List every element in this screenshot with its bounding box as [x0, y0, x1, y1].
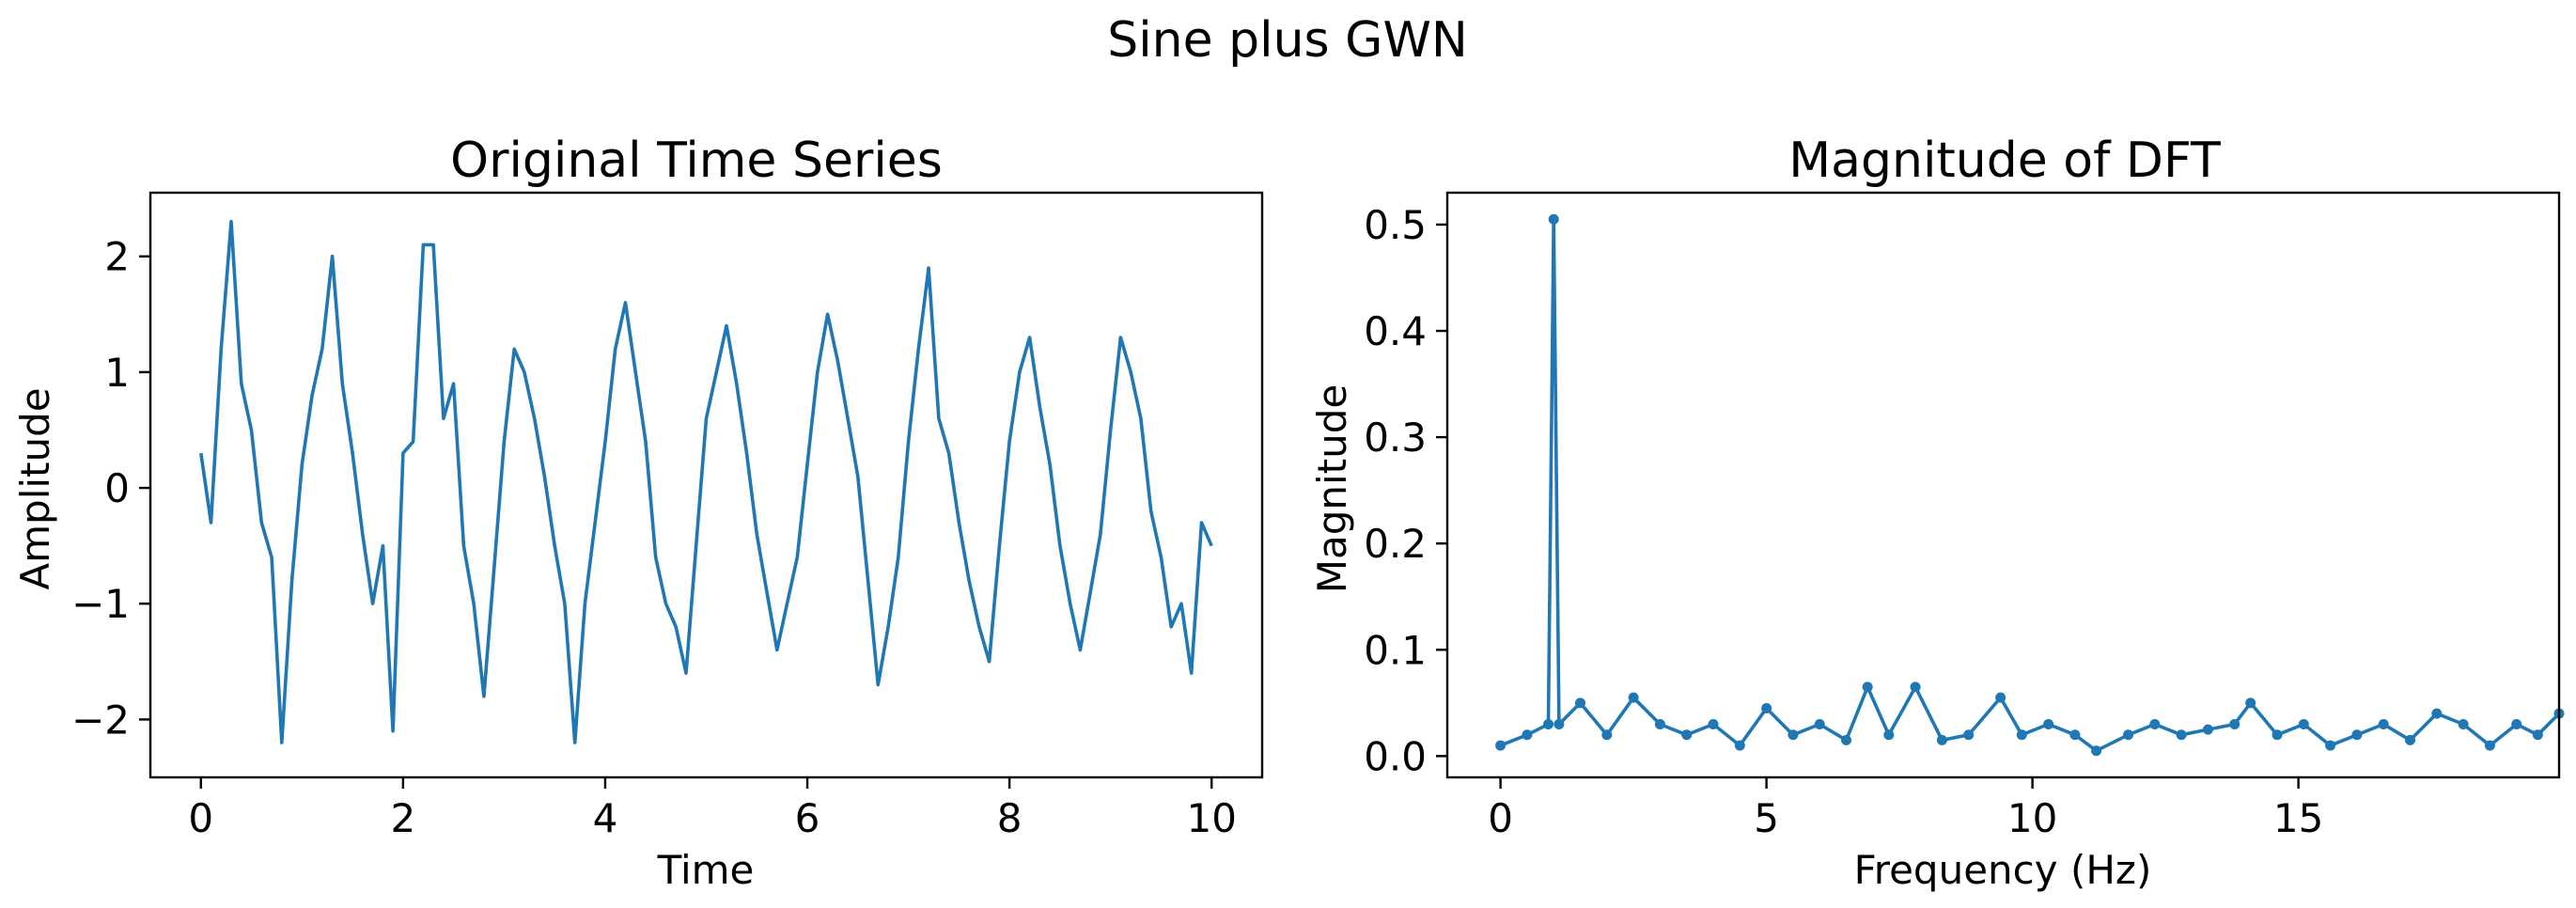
dft-data-point [2149, 718, 2161, 729]
time-series-xlabel: Time [657, 847, 755, 893]
dft-ylabel: Magnitude [1309, 384, 1355, 594]
dft-data-point [1628, 692, 1639, 703]
figure-suptitle: Sine plus GWN [1107, 12, 1468, 69]
dft-data-point [1761, 702, 1772, 713]
dft-xlabel: Frequency (Hz) [1854, 847, 2152, 893]
dft-y-ticks: 0.0 0.1 0.2 0.3 0.4 0.5 [1364, 202, 1447, 779]
dft-data-point [1708, 718, 1719, 729]
time-series-plot-area [199, 220, 1213, 744]
time-series-ylabel: Amplitude [12, 387, 58, 589]
time-series-y-tick-label: 0 [104, 465, 130, 511]
time-series-y-tick-label: 1 [104, 350, 130, 396]
dft-data-point [2532, 729, 2543, 741]
dft-data-point [2016, 729, 2027, 741]
time-series-y-tick-label: −1 [71, 581, 130, 627]
time-series-y-ticks: −2 −1 0 1 2 [71, 234, 150, 743]
dft-data-point [1963, 729, 1975, 741]
dft-title: Magnitude of DFT [1788, 133, 2221, 189]
dft-panel: Magnitude of DFT Frequency (Hz) Magnitud… [1309, 133, 2565, 893]
dft-data-point [1841, 734, 1852, 745]
dft-data-point [1936, 734, 1947, 745]
dft-data-point [1548, 213, 1559, 225]
dft-data-point [1681, 729, 1693, 741]
dft-data-point [1495, 740, 1507, 751]
dft-data-point [2091, 745, 2102, 757]
time-series-y-tick-label: 2 [104, 234, 130, 280]
dft-plot-area [1495, 213, 2565, 757]
time-series-x-tick-label: 2 [390, 795, 415, 841]
dft-data-point [1910, 681, 1921, 693]
time-series-title: Original Time Series [450, 133, 943, 189]
time-series-series-line [199, 220, 1213, 744]
dft-data-point [1734, 740, 1745, 751]
dft-data-point [1788, 729, 1799, 741]
time-series-y-tick-label: −2 [71, 697, 130, 743]
dft-data-point [2511, 718, 2522, 729]
dft-data-point [2298, 718, 2309, 729]
dft-data-point [2405, 734, 2416, 745]
dft-y-tick-label: 0.0 [1364, 733, 1427, 779]
time-series-x-tick-label: 10 [1187, 795, 1237, 841]
dft-data-point [2229, 718, 2240, 729]
time-series-x-tick-label: 0 [188, 795, 213, 841]
dft-data-point [1862, 681, 1873, 693]
dft-data-point [2484, 740, 2495, 751]
dft-series-line [1499, 217, 2561, 753]
dft-y-tick-label: 0.1 [1364, 627, 1427, 673]
dft-data-point [2431, 708, 2443, 719]
time-series-x-tick-label: 6 [795, 795, 820, 841]
dft-data-point [1654, 718, 1665, 729]
dft-x-tick-label: 15 [2273, 795, 2323, 841]
dft-x-tick-label: 5 [1754, 795, 1779, 841]
dft-data-point [1601, 729, 1613, 741]
dft-data-point [2176, 729, 2187, 741]
dft-data-point [1553, 718, 1565, 729]
dft-data-point [2272, 729, 2283, 741]
dft-data-point [1543, 718, 1554, 729]
dft-data-point [1814, 718, 1825, 729]
dft-axes-frame [1445, 191, 2561, 779]
dft-y-tick-label: 0.4 [1364, 308, 1427, 354]
dft-data-point [2123, 729, 2134, 741]
dft-data-point [2351, 729, 2363, 741]
dft-data-point [2378, 718, 2389, 729]
dft-data-point [2069, 729, 2081, 741]
dft-data-point [2202, 724, 2213, 735]
dft-data-point [1883, 729, 1895, 741]
dft-x-tick-label: 0 [1488, 795, 1513, 841]
dft-x-tick-label: 10 [2007, 795, 2057, 841]
dft-y-tick-label: 0.2 [1364, 521, 1427, 567]
dft-data-point [2458, 718, 2469, 729]
dft-data-point [1522, 729, 1533, 741]
dft-data-point [2325, 740, 2336, 751]
time-series-x-tick-label: 8 [997, 795, 1023, 841]
time-series-axes-frame [148, 191, 1264, 779]
time-series-x-tick-label: 4 [593, 795, 618, 841]
dft-data-point [1995, 692, 2006, 703]
dft-y-tick-label: 0.3 [1364, 415, 1427, 461]
time-series-x-ticks: 0 2 4 6 8 10 [188, 777, 1237, 841]
dft-data-point [1575, 697, 1586, 709]
dft-x-ticks: 0 5 10 15 [1488, 777, 2323, 841]
time-series-panel: Original Time Series Time Amplitude 0 2 4 6… [12, 133, 1264, 893]
dft-data-point [2043, 718, 2054, 729]
dft-y-tick-label: 0.5 [1364, 202, 1427, 248]
dft-data-point [2245, 697, 2256, 709]
